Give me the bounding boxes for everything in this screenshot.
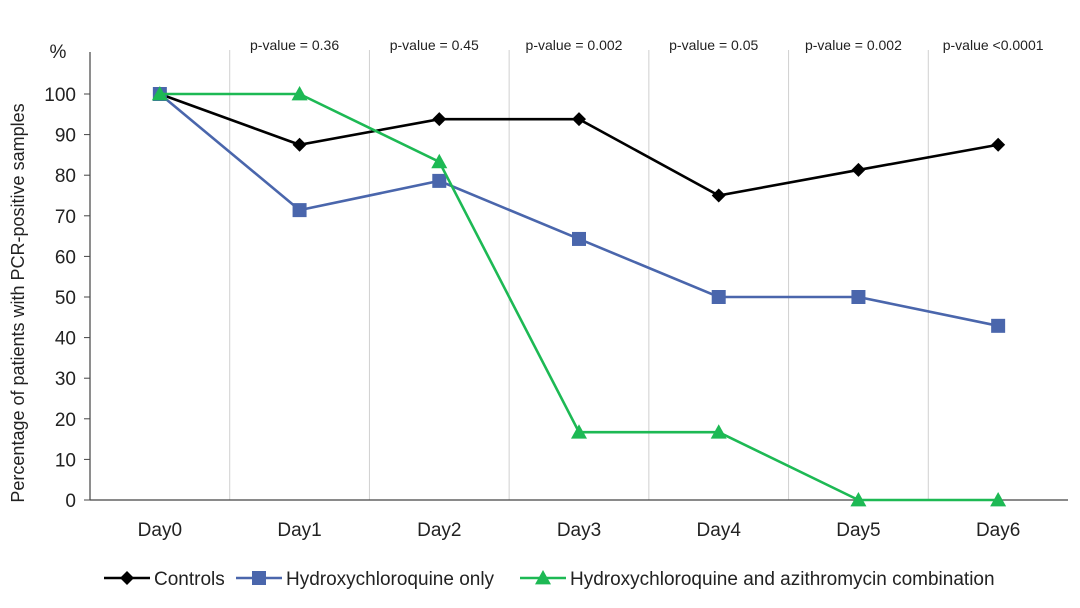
point-hydroxychloroquine-and-azithromycin-combination-day2: [431, 153, 448, 169]
axes: 0 10 20 30 40 50 60 70 80 90 100% Percentage of pat…: [8, 37, 1068, 541]
point-hydroxychloroquine-and-azithromycin-combination-day4: [710, 424, 727, 439]
y-tick-label-80: 80: [55, 166, 76, 187]
point-controls-day4: [711, 188, 726, 203]
y-tick-label-0: 0: [65, 491, 76, 512]
y-tick-label-90: 90: [55, 126, 76, 147]
point-controls-day1: [292, 137, 307, 152]
legend-label-controls: Controls: [154, 569, 225, 590]
y-unit-label: %: [50, 42, 67, 63]
legend-label-hydroxychloroquine-only: Hydroxychloroquine only: [286, 569, 495, 590]
y-tick-label-40: 40: [55, 329, 76, 350]
legend: Controls Hydroxychloroquine only Hydroxych…: [104, 569, 995, 590]
grid: [229, 50, 929, 500]
point-hydroxychloroquine-only-day3: [572, 231, 586, 246]
p-value-label-5: p-value = 0.002: [805, 37, 902, 53]
y-tick-label-20: 20: [55, 410, 76, 431]
p-value-label-4: p-value = 0.05: [669, 37, 758, 53]
legend-marker-controls: [120, 571, 134, 585]
series-line-hydroxychloroquine-and-azithromycin-combination: [159, 92, 999, 502]
x-tick-label-day5: Day5: [836, 520, 880, 541]
x-tick-label-day4: Day4: [697, 520, 742, 541]
series-line-controls: [159, 92, 999, 197]
point-controls-day5: [851, 162, 866, 177]
legend-label-hydroxychloroquine-and-azithromycin-combination: Hydroxychloroquine and azithromycin comb…: [570, 569, 995, 590]
y-tick-label-60: 60: [55, 247, 76, 268]
legend-marker-hydroxychloroquine-only: [252, 571, 266, 585]
point-hydroxychloroquine-and-azithromycin-combination-day3: [571, 424, 587, 439]
point-hydroxychloroquine-and-azithromycin-combination-day6: [990, 492, 1007, 507]
p-value-label-3: p-value = 0.002: [526, 37, 623, 53]
point-controls-day6: [991, 137, 1006, 152]
x-tick-label-day6: Day6: [976, 520, 1020, 541]
x-tick-label-day2: Day2: [417, 520, 461, 541]
y-axis-title: Percentage of patients with PCR-positive…: [8, 103, 28, 502]
x-tick-label-day1: Day1: [277, 520, 321, 541]
point-hydroxychloroquine-only-day4: [711, 290, 726, 304]
y-tick-label-10: 10: [55, 450, 76, 471]
p-value-label-1: p-value = 0.36: [250, 37, 339, 53]
y-tick-label-30: 30: [55, 369, 76, 390]
x-tick-label-day0: Day0: [138, 520, 182, 541]
y-tick-label-100: 100: [44, 85, 76, 106]
point-hydroxychloroquine-only-day5: [851, 290, 866, 304]
p-value-label-6: p-value <0.0001: [943, 37, 1044, 53]
point-hydroxychloroquine-and-azithromycin-combination-day0: [151, 86, 168, 101]
x-tick-label-day3: Day3: [557, 520, 601, 541]
point-controls-day2: [432, 112, 447, 127]
legend-marker-hydroxychloroquine-and-azithromycin-combination: [535, 570, 551, 585]
p-value-label-2: p-value = 0.45: [390, 37, 479, 53]
series-line-hydroxychloroquine-only: [159, 93, 999, 328]
point-hydroxychloroquine-and-azithromycin-combination-day5: [850, 492, 867, 507]
point-hydroxychloroquine-and-azithromycin-combination-day1: [291, 86, 308, 101]
point-controls-day3: [572, 112, 586, 127]
series: [151, 86, 1007, 507]
point-hydroxychloroquine-only-day2: [432, 173, 447, 188]
y-tick-label-50: 50: [55, 288, 76, 309]
y-tick-label-70: 70: [55, 207, 76, 228]
point-hydroxychloroquine-only-day1: [292, 203, 307, 218]
point-hydroxychloroquine-only-day6: [991, 318, 1006, 333]
